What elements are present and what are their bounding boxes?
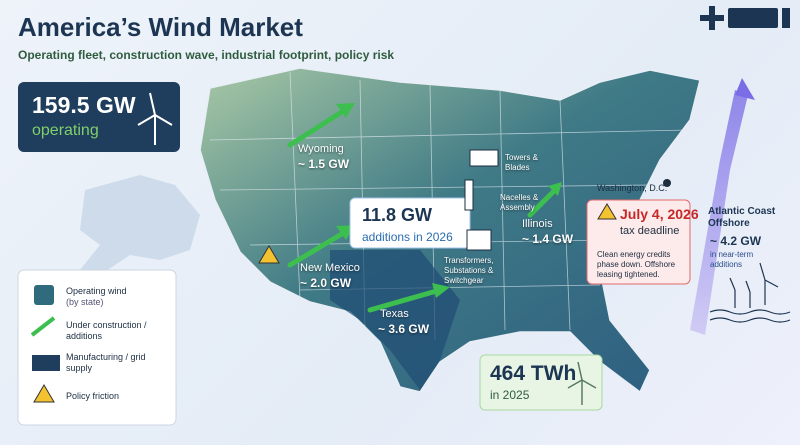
legend-swatch bbox=[34, 285, 54, 305]
policy-label: tax deadline bbox=[620, 225, 680, 237]
stat-value: 159.5 GW bbox=[32, 92, 136, 118]
capital-label: Washington, D.C. bbox=[597, 183, 668, 193]
legend-label: Under construction / additions bbox=[66, 320, 147, 341]
capital-dot bbox=[663, 179, 671, 187]
title: America’s Wind Market bbox=[18, 12, 303, 42]
arrow-heads bbox=[336, 103, 562, 298]
state-name: New Mexico bbox=[300, 262, 360, 274]
additions-value: 11.8 GW bbox=[362, 205, 433, 225]
legend-label: Operating wind bbox=[66, 286, 127, 296]
arrow-head bbox=[735, 78, 755, 100]
additions-label: additions in 2026 bbox=[362, 230, 453, 244]
state-value: ~ 1.4 GW bbox=[522, 232, 574, 246]
state-name: Illinois bbox=[522, 218, 553, 230]
manufacturing-label: Towers & Blades bbox=[505, 153, 538, 172]
offshore-value: ~ 4.2 GW bbox=[710, 234, 762, 248]
offshore-title: Atlantic Coast Offshore bbox=[708, 206, 776, 229]
generation-box bbox=[479, 354, 603, 411]
offshore-arrow bbox=[690, 90, 748, 335]
state-value: ~ 2.0 GW bbox=[300, 276, 352, 290]
generation-label: in 2025 bbox=[490, 388, 530, 402]
generation-value: 464 TWh bbox=[490, 362, 577, 385]
legend-arrow bbox=[30, 316, 56, 337]
legend-box bbox=[17, 269, 177, 426]
growth-arrows bbox=[287, 107, 558, 313]
subtitle: Operating fleet, construction wave, indu… bbox=[18, 48, 395, 62]
stat-label: operating bbox=[32, 122, 99, 139]
factory-icons bbox=[464, 149, 499, 251]
policy-box bbox=[586, 199, 691, 285]
alaska bbox=[80, 175, 200, 275]
turbine-icon bbox=[137, 92, 173, 145]
warning-icon bbox=[597, 203, 617, 220]
legend-warning bbox=[33, 384, 55, 403]
warning-icon bbox=[258, 245, 280, 264]
manufacturing-label: Nacelles & Assembly bbox=[500, 193, 539, 212]
state-value: ~ 1.5 GW bbox=[298, 157, 350, 171]
state-value: ~ 3.6 GW bbox=[378, 322, 430, 336]
state-name: Wyoming bbox=[298, 143, 344, 155]
stat-box bbox=[18, 82, 180, 152]
logo bbox=[700, 6, 790, 30]
state-name: Texas bbox=[380, 308, 409, 320]
offshore-label: in near-term additions bbox=[710, 250, 754, 269]
offshore-turbines bbox=[709, 262, 791, 323]
additions-box bbox=[349, 197, 471, 249]
legend-factory bbox=[32, 355, 60, 371]
legend-label: Manufacturing / grid supply bbox=[66, 352, 146, 373]
policy-date: July 4, 2026 bbox=[620, 206, 699, 222]
turbine-icon bbox=[567, 361, 597, 405]
texas bbox=[330, 250, 460, 390]
policy-note: Clean energy credits phase down. Offshor… bbox=[597, 250, 676, 279]
legend-label: Policy friction bbox=[66, 391, 120, 401]
manufacturing-label: Transformers, Substations & Switchgear bbox=[444, 256, 494, 285]
legend-sub: (by state) bbox=[66, 297, 104, 307]
